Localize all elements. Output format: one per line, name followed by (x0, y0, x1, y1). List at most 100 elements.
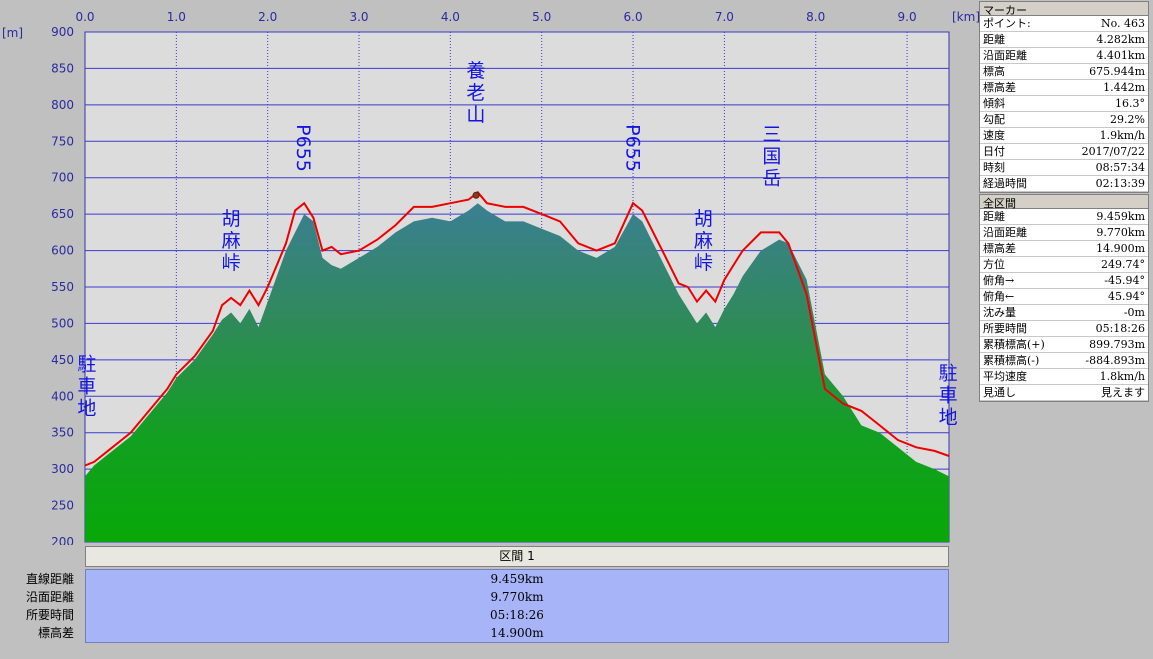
section-value: 14.900m (490, 626, 544, 640)
panel-row-label: 方位 (983, 258, 1005, 271)
peak-label: 駐車地 (77, 354, 96, 420)
panel-row-value: 16.3° (1115, 97, 1145, 110)
panel-row: 速度 1.9km/h (980, 128, 1148, 144)
peak-label: P655 (622, 124, 644, 172)
x-tick-label: 5.0 (532, 10, 551, 24)
panel-row-value: 4.282km (1096, 33, 1145, 46)
panel-row-value: 1.8km/h (1099, 370, 1145, 383)
x-tick-label: 0.0 (75, 10, 94, 24)
panel-row-label: 勾配 (983, 113, 1005, 126)
y-tick-label: 500 (51, 316, 74, 330)
panel-row-label: 沿面距離 (983, 49, 1027, 62)
panel-row-label: 標高差 (983, 242, 1016, 255)
panel-row-label: 標高 (983, 65, 1005, 78)
panel-row-value: 02:13:39 (1095, 177, 1145, 190)
elevation-profile-chart: 0.0 1.0 2.0 3.0 4.0 5.0 6.0 7.0 8.0 9.0 900 850 800… (2, 10, 980, 545)
panel-row: 距離 9.459km (980, 209, 1148, 225)
marker-panel-body: ポイント: No. 463 距離 4.282km 沿面距離 4.401km 標高 675.94… (979, 16, 1149, 193)
section-values: 9.459km 9.770km 05:18:26 14.900m (85, 569, 949, 643)
panel-row-label: 経過時間 (983, 177, 1027, 190)
panel-row-value: 14.900m (1096, 242, 1145, 255)
panel-row-label: 速度 (983, 129, 1005, 142)
panel-row-value: 05:18:26 (1095, 322, 1145, 335)
panel-row-label: 距離 (983, 210, 1005, 223)
panel-row-label: 平均速度 (983, 370, 1027, 383)
slope-distance-line (84, 190, 950, 467)
panel-row-value: 45.94° (1108, 290, 1145, 303)
panel-row: 標高 675.944m (980, 64, 1148, 80)
x-tick-label: 1.0 (167, 10, 186, 24)
panel-row: 累積標高(-) -884.893m (980, 353, 1148, 369)
marker-panel: マーカー ポイント: No. 463 距離 4.282km 沿面距離 4.401km 標高 6… (979, 1, 1149, 193)
section-label: 沿面距離 (25, 590, 74, 604)
x-tick-label: 8.0 (806, 10, 825, 24)
section-value: 9.459km (490, 572, 544, 586)
x-tick-label: 3.0 (349, 10, 368, 24)
section-value: 9.770km (490, 590, 544, 604)
panel-row: 所要時間 05:18:26 (980, 321, 1148, 337)
y-tick-label: 750 (51, 134, 74, 148)
y-tick-label: 250 (51, 499, 74, 513)
panel-row: 日付 2017/07/22 (980, 144, 1148, 160)
panel-row: 時刻 08:57:34 (980, 160, 1148, 176)
panel-row: 俯角→ -45.94° (980, 273, 1148, 289)
total-panel-title: 全区間 (979, 194, 1149, 210)
panel-row-value: 899.793m (1089, 338, 1145, 351)
panel-row-label: 所要時間 (983, 322, 1027, 335)
y-tick-label: 850 (51, 61, 74, 75)
y-unit-label: [m] (2, 26, 23, 40)
peak-label: P655 (292, 124, 314, 172)
panel-row-label: 累積標高(+) (983, 338, 1045, 351)
elevation-area (85, 203, 949, 542)
peak-label: 胡麻峠 (222, 208, 241, 274)
panel-row: 距離 4.282km (980, 32, 1148, 48)
panel-row: 経過時間 02:13:39 (980, 176, 1148, 192)
x-tick-label: 9.0 (898, 10, 917, 24)
y-tick-label: 200 (51, 535, 74, 545)
peak-label: 養老山 (466, 60, 485, 126)
panel-row-value: 4.401km (1096, 49, 1145, 62)
panel-row: ポイント: No. 463 (980, 16, 1148, 32)
panel-row: 標高差 14.900m (980, 241, 1148, 257)
panel-row-value: 675.944m (1089, 65, 1145, 78)
panel-row: 沿面距離 9.770km (980, 225, 1148, 241)
panel-row-value: -45.94° (1104, 274, 1145, 287)
section-label: 所要時間 (25, 608, 74, 622)
x-tick-label: 6.0 (624, 10, 643, 24)
panel-row-label: 俯角← (983, 290, 1015, 303)
panel-row-value: 1.442m (1103, 81, 1145, 94)
panel-row-label: 標高差 (983, 81, 1016, 94)
y-tick-label: 800 (51, 98, 74, 112)
y-tick-label: 350 (51, 426, 74, 440)
peak-label: 三国岳 (762, 123, 781, 189)
panel-row: 標高差 1.442m (980, 80, 1148, 96)
panel-row: 沈み量 -0m (980, 305, 1148, 321)
panel-row: 平均速度 1.8km/h (980, 369, 1148, 385)
peak-label: 駐車地 (939, 362, 958, 428)
panel-row: 傾斜 16.3° (980, 96, 1148, 112)
panel-row: 勾配 29.2% (980, 112, 1148, 128)
panel-row-value: 1.9km/h (1099, 129, 1145, 142)
x-unit-label: [km] (952, 10, 980, 24)
panel-row-label: 時刻 (983, 161, 1005, 174)
panel-row-label: ポイント: (983, 17, 1031, 30)
panel-row-label: 傾斜 (983, 97, 1005, 110)
panel-row: 見通し 見えます (980, 385, 1148, 401)
section-value: 05:18:26 (490, 608, 544, 622)
section-label: 標高差 (37, 626, 74, 640)
y-tick-label: 700 (51, 171, 74, 185)
marker-panel-title: マーカー (979, 1, 1149, 17)
panel-row-value: -884.893m (1085, 354, 1145, 367)
panel-row-label: 沈み量 (983, 306, 1016, 319)
panel-row: 俯角← 45.94° (980, 289, 1148, 305)
section-label: 直線距離 (25, 572, 74, 586)
y-tick-label: 400 (51, 389, 74, 403)
panel-row-value: 9.459km (1096, 210, 1145, 223)
y-tick-label: 450 (51, 353, 74, 367)
panel-row-value: 見えます (1101, 386, 1145, 399)
panel-row-label: 距離 (983, 33, 1005, 46)
panel-row-label: 俯角→ (983, 274, 1015, 287)
peak-label: 胡麻峠 (694, 208, 713, 274)
section-header-button[interactable]: 区間 1 (85, 546, 949, 567)
panel-row-label: 見通し (983, 386, 1016, 399)
